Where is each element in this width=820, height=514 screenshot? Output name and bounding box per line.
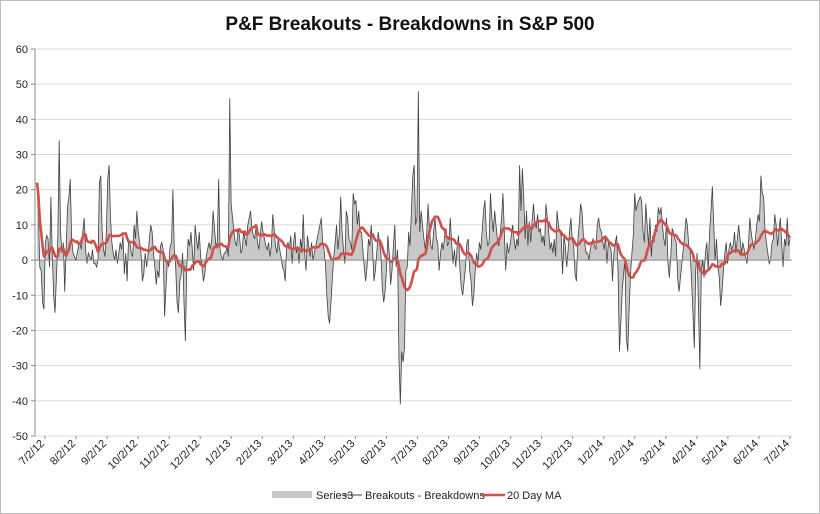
legend-label-20-day-ma: 20 Day MA [507,490,562,502]
x-tick-label: 1/2/14 [576,438,606,468]
legend-label-breakouts-breakdowns: Breakouts - Breakdowns [365,490,485,502]
y-tick-label: 10 [16,220,28,232]
x-tick-label: 11/2/12 [137,438,171,472]
x-tick-label: 10/2/12 [106,438,140,472]
y-tick-label: 20 [16,185,28,197]
legend: Series3 Breakouts - Breakdowns 20 Day MA [272,490,562,502]
y-tick-label: -30 [12,361,28,373]
x-tick-label: 2/2/13 [234,438,264,468]
x-tick-label: 3/2/14 [638,438,668,468]
legend-label-series3: Series3 [316,490,353,502]
x-tick-label: 1/2/13 [203,438,233,468]
y-tick-label: 50 [16,79,28,91]
moving-average-line [35,182,792,292]
breakouts-breakdowns-line [36,91,791,405]
x-tick-label: 9/2/13 [452,438,482,468]
y-tick-label: -40 [12,396,28,408]
x-tick-label: 3/2/13 [265,438,295,468]
chart-title: P&F Breakouts - Breakdowns in S&P 500 [225,14,595,35]
y-tick-label: -10 [12,290,28,302]
y-tick-label: 30 [16,150,28,162]
x-tick-label: 9/2/12 [79,438,109,468]
x-tick-label: 5/2/13 [327,438,357,468]
series3-area [37,91,790,405]
x-tick-label: 4/2/14 [669,438,699,468]
x-tick-label: 8/2/12 [48,438,78,468]
x-tick-label: 12/2/13 [540,438,574,472]
x-tick-label: 2/2/14 [607,438,637,468]
x-tick-label: 6/2/13 [358,438,388,468]
y-tick-label: -20 [12,325,28,337]
y-tick-label: 40 [16,114,28,126]
y-tick-label: 60 [16,44,28,56]
y-axis-ticks: 60 50 40 30 20 10 0 -10 -20 -30 -40 -50 [12,44,35,443]
y-tick-label: -50 [12,431,28,443]
x-tick-label: 11/2/13 [510,438,544,472]
legend-swatch-series3 [272,491,312,498]
x-tick-label: 12/2/12 [168,438,202,472]
x-tick-label: 8/2/13 [421,438,451,468]
x-tick-label: 7/2/13 [390,438,420,468]
x-tick-label: 4/2/13 [296,438,326,468]
x-tick-label: 6/2/14 [731,438,761,468]
x-tick-label: 10/2/13 [478,438,512,472]
x-tick-label: 5/2/14 [700,438,730,468]
y-tick-label: 0 [22,255,28,267]
x-tick-label: 7/2/14 [762,438,792,468]
